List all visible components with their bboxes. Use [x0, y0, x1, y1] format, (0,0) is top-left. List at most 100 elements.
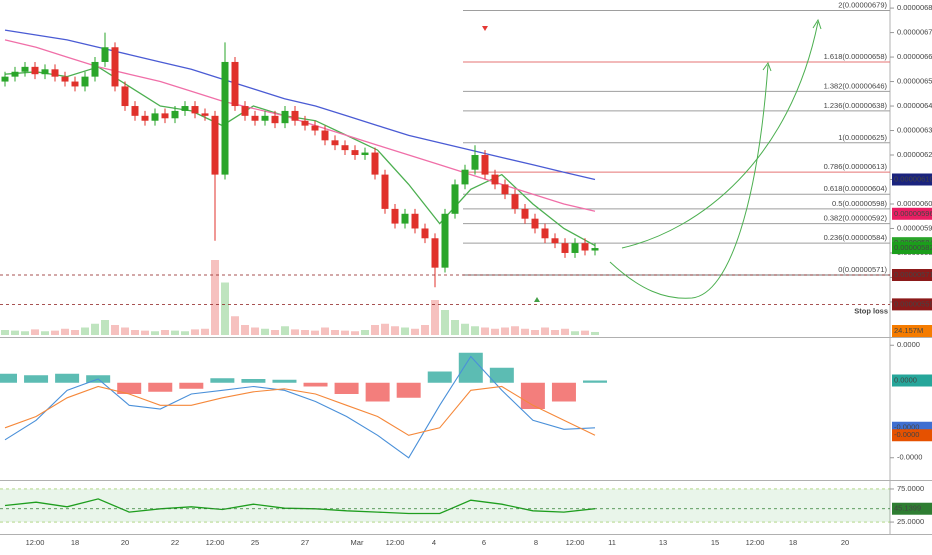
- macd-histogram-bar: [520, 382, 545, 409]
- macd-histogram-bar: [24, 375, 49, 383]
- candle-body: [301, 120, 309, 126]
- candle-body: [111, 47, 119, 87]
- x-tick-label: 15: [711, 538, 719, 547]
- volume-bar: [541, 327, 549, 335]
- candle-body: [1, 76, 9, 82]
- macd-histogram-bar: [55, 373, 80, 383]
- volume-bar: [191, 329, 199, 335]
- candle-body: [441, 213, 449, 268]
- candle-body: [471, 155, 479, 170]
- volume-bar: [71, 330, 79, 335]
- candle-body: [261, 115, 269, 121]
- candle-body: [321, 130, 329, 141]
- volume-bar: [471, 326, 479, 335]
- volume-bar: [521, 328, 529, 335]
- volume-bar: [311, 330, 319, 335]
- x-tick-label: 12:00: [206, 538, 225, 547]
- volume-bar: [201, 328, 209, 335]
- volume-badge: [892, 325, 932, 337]
- volume-bar: [241, 325, 249, 335]
- volume-bar: [321, 327, 329, 335]
- candle-body: [211, 115, 219, 175]
- price-badge-label: 0.00000596: [894, 209, 932, 218]
- volume-bar: [211, 260, 219, 335]
- volume-bar: [91, 323, 99, 335]
- signal-marker: [534, 297, 540, 302]
- candle-body: [91, 61, 99, 77]
- volume-bar: [481, 327, 489, 335]
- candle-body: [461, 169, 469, 185]
- x-tick-label: 22: [171, 538, 179, 547]
- macd-histogram-bar: [334, 382, 359, 394]
- candle-body: [41, 69, 49, 75]
- price-badge: [892, 173, 932, 186]
- volume-bar: [101, 320, 109, 335]
- volume-bar: [11, 330, 19, 335]
- volume-bar: [421, 325, 429, 335]
- price-badge: [892, 269, 932, 282]
- price-badge-label: 0.00000610: [894, 174, 932, 183]
- y-tick-label: 75.0000: [897, 484, 924, 493]
- volume-bar: [181, 331, 189, 335]
- candle-body: [391, 208, 399, 224]
- volume-bar: [491, 328, 499, 335]
- fib-label: 1.618(0.00000658): [824, 52, 888, 61]
- candle-body: [161, 113, 169, 119]
- candle-body: [241, 106, 249, 116]
- candle-body: [291, 110, 299, 121]
- volume-bar: [141, 330, 149, 335]
- candle-body: [311, 125, 319, 131]
- candle-body: [501, 184, 509, 195]
- volume-bar: [301, 330, 309, 335]
- rsi-band: [0, 488, 890, 523]
- candle-body: [451, 184, 459, 214]
- volume-bar: [81, 327, 89, 335]
- macd-histogram-bar: [117, 382, 142, 394]
- volume-bar: [391, 326, 399, 335]
- volume-bar: [171, 330, 179, 335]
- x-tick-label: 12:00: [26, 538, 45, 547]
- macd-histogram-bar: [179, 382, 204, 389]
- macd-histogram-bar: [458, 352, 483, 383]
- macd-histogram-bar: [210, 378, 235, 383]
- candle-body: [411, 213, 419, 229]
- candle-body: [511, 194, 519, 209]
- volume-bar: [271, 330, 279, 335]
- candle-body: [401, 213, 409, 224]
- candle-body: [121, 86, 129, 107]
- volume-bar: [501, 327, 509, 335]
- price-badge-label: 0.00000582: [894, 243, 932, 252]
- stop-loss-label: Stop loss: [854, 306, 888, 315]
- fib-label: 0(0.00000571): [838, 265, 887, 274]
- volume-bar: [551, 330, 559, 335]
- candle-body: [141, 115, 149, 121]
- volume-bar: [41, 331, 49, 335]
- price-badge: [892, 374, 932, 387]
- price-badge-label: 0.00000559: [894, 299, 932, 308]
- volume-bar: [151, 331, 159, 335]
- volume-bar: [251, 327, 259, 335]
- candle-body: [361, 152, 369, 156]
- x-tick-label: 11: [608, 538, 616, 547]
- price-badge: [892, 502, 932, 515]
- candle-body: [561, 243, 569, 253]
- volume-bar: [381, 323, 389, 335]
- volume-bar: [21, 331, 29, 335]
- volume-bar: [361, 330, 369, 335]
- candle-body: [371, 152, 379, 175]
- x-tick-label: 6: [482, 538, 486, 547]
- candle-body: [221, 61, 229, 175]
- x-tick-label: 18: [71, 538, 79, 547]
- candle-body: [101, 47, 109, 62]
- x-tick-label: 25: [251, 538, 259, 547]
- macd-histogram-bar: [365, 382, 390, 402]
- candle-body: [61, 76, 69, 82]
- candle-body: [191, 106, 199, 114]
- x-tick-label: 20: [841, 538, 849, 547]
- x-tick-label: 12:00: [386, 538, 405, 547]
